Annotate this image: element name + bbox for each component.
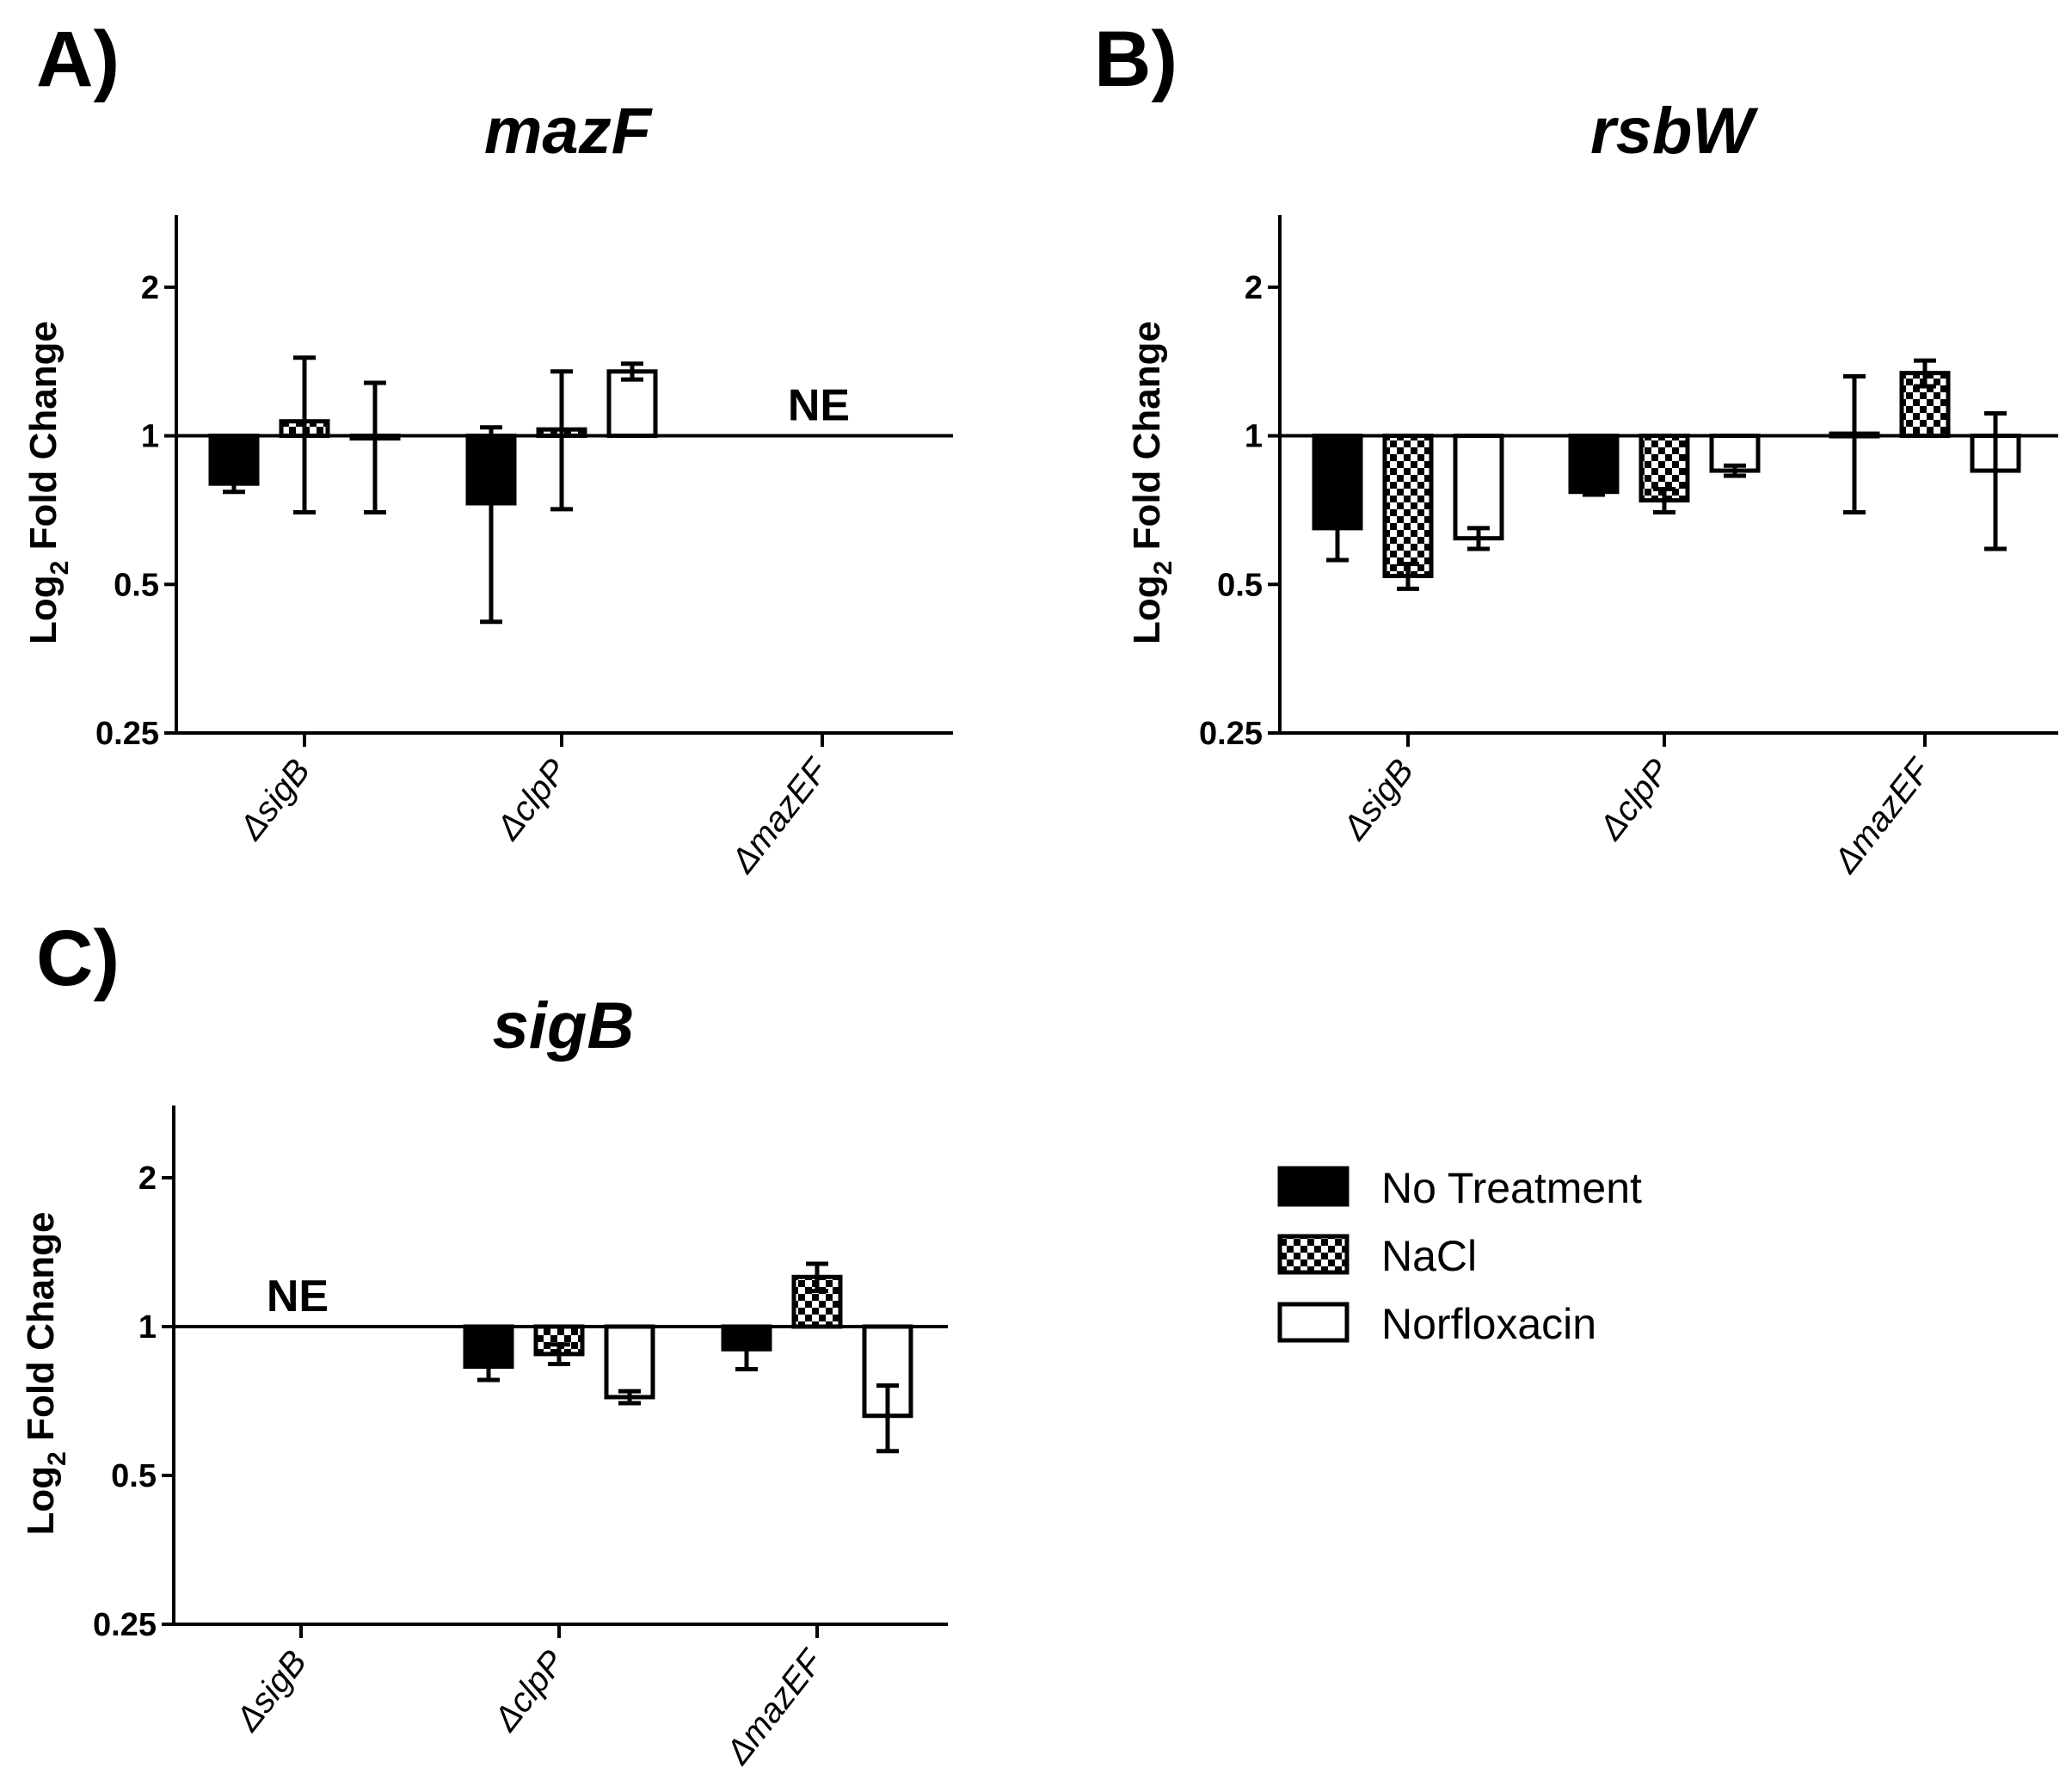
panel-label: C) (36, 915, 120, 1002)
y-tick-label: 0.5 (111, 1458, 157, 1494)
x-tick-label: ΔmazEF (1826, 750, 1939, 880)
not-expressed-label: NE (267, 1272, 329, 1321)
y-axis-label: Log2 Fold Change (22, 321, 74, 644)
y-axis-label: Log2 Fold Change (1126, 321, 1177, 644)
y-tick-label: 1 (141, 419, 159, 455)
y-tick-label: 2 (138, 1161, 157, 1197)
y-axis-label-rest: Fold Change (1126, 321, 1168, 561)
legend-item-no-treatment: No Treatment (1277, 1164, 1642, 1212)
panel-label: B) (1094, 15, 1177, 103)
y-axis-label-main: Log (22, 575, 65, 644)
bar (1382, 434, 1434, 579)
legend-label: Norfloxacin (1381, 1300, 1596, 1348)
y-axis-label-subscript: 2 (46, 561, 74, 576)
y-axis-label-subscript: 2 (1149, 561, 1177, 576)
y-tick-label: 0.5 (114, 567, 159, 603)
x-tick-label: ΔmazEF (723, 750, 836, 880)
y-axis-label-rest: Fold Change (22, 321, 65, 561)
legend-label: NaCl (1381, 1232, 1477, 1280)
bar (604, 1324, 655, 1400)
x-tick-label: ΔclpP (1591, 752, 1677, 847)
legend-label: No Treatment (1381, 1164, 1642, 1212)
legend-item-nacl: NaCl (1277, 1232, 1477, 1280)
x-tick-label: ΔsigB (1335, 752, 1421, 847)
chart-title: rsbW (1590, 95, 1759, 168)
x-tick-label: ΔmazEF (718, 1641, 831, 1771)
x-tick-label: ΔsigB (231, 752, 317, 847)
not-expressed-label: NE (788, 381, 850, 431)
y-axis-label-main: Log (1126, 575, 1168, 644)
x-tick-label: ΔclpP (489, 752, 575, 847)
y-tick-label: 0.5 (1217, 567, 1263, 603)
legend-swatch-solid (1277, 1166, 1350, 1207)
y-tick-label: 2 (141, 270, 159, 306)
x-tick-label: ΔclpP (486, 1643, 572, 1739)
chart-title: sigB (493, 989, 635, 1062)
y-tick-label: 1 (138, 1309, 157, 1346)
legend-swatch-open (1277, 1302, 1350, 1343)
chart-title: mazF (484, 95, 654, 168)
legend: No Treatment NaCl Norfloxacin (1277, 1164, 1642, 1348)
x-tick-label: ΔsigB (228, 1643, 314, 1738)
y-tick-label: 0.25 (93, 1607, 157, 1643)
y-axis-label-rest: Fold Change (20, 1212, 62, 1452)
legend-swatch-checker (1277, 1234, 1350, 1275)
y-tick-label: 1 (1245, 419, 1263, 455)
y-tick-label: 0.25 (1199, 716, 1263, 752)
bar (1568, 434, 1620, 495)
panel-label: A) (36, 15, 120, 103)
y-tick-label: 0.25 (95, 716, 159, 752)
y-axis-label-main: Log (20, 1466, 62, 1536)
bar (1453, 434, 1504, 541)
y-axis-label: Log2 Fold Change (20, 1212, 71, 1536)
legend-item-norfloxacin: Norfloxacin (1277, 1300, 1596, 1348)
y-axis-label-subscript: 2 (43, 1451, 71, 1466)
y-tick-label: 2 (1245, 270, 1263, 306)
